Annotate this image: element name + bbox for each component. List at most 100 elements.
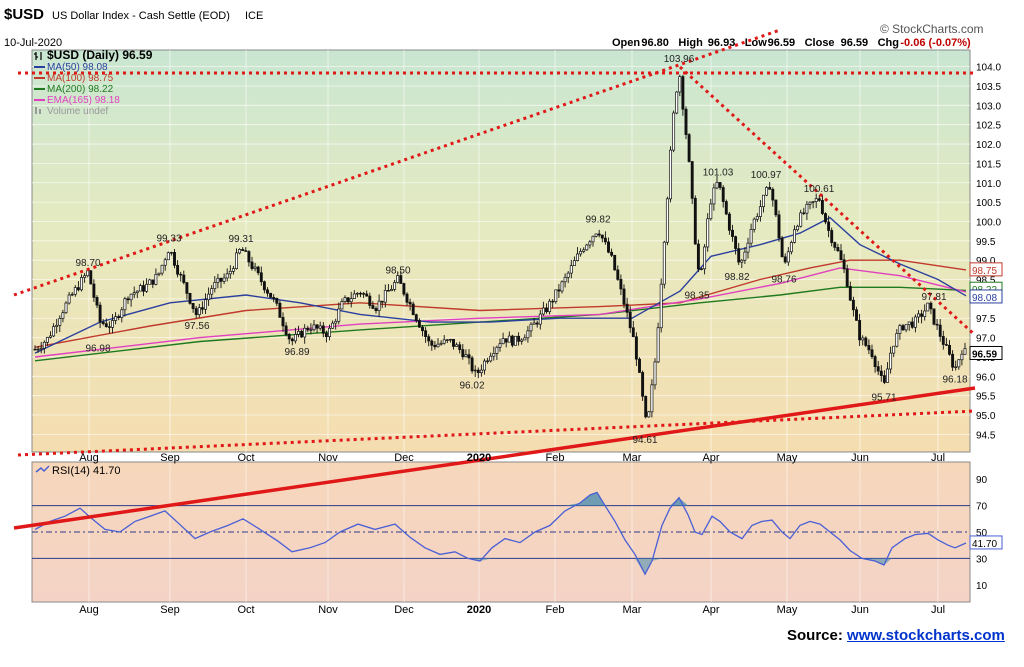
candle-body: [514, 335, 517, 346]
candle-body: [45, 337, 49, 343]
candle-body: [963, 348, 967, 355]
price-x-tick-label: May: [777, 452, 798, 464]
price-tick-label: 99.0: [976, 256, 996, 267]
candle-body: [374, 308, 378, 311]
candle-body: [132, 292, 136, 295]
candle-body: [241, 249, 245, 252]
price-x-tick-label: Oct: [237, 452, 254, 464]
candle-body: [334, 320, 338, 324]
candle-body: [833, 242, 837, 248]
price-point-label: 97.81: [921, 292, 946, 303]
candle-body: [207, 293, 211, 301]
candle-body: [882, 375, 886, 383]
candle-body: [173, 252, 176, 266]
rsi-badge-box: [969, 535, 1003, 550]
candle-body: [932, 308, 936, 325]
candle-body: [315, 324, 319, 329]
candle-body: [498, 343, 502, 348]
candle-body: [762, 194, 765, 208]
candle-body: [557, 289, 561, 292]
candle-body: [768, 187, 772, 190]
ma100-line: [34, 259, 967, 348]
chart-symbol: $USD: [4, 6, 44, 23]
candle-body: [563, 277, 567, 283]
candle-body: [318, 325, 322, 329]
candle-body: [365, 293, 369, 297]
price-x-axis: Aug Sep Oct Nov Dec 2020 Feb Mar Apr May Jun Jul: [79, 452, 945, 464]
candle-body: [275, 298, 279, 304]
legend-entry: Volume undef: [47, 106, 108, 117]
candle-body: [727, 213, 731, 231]
candle-body: [588, 241, 592, 246]
price-point-label: 98.76: [771, 274, 796, 285]
candle-body: [269, 292, 273, 298]
source-link[interactable]: www.stockcharts.com: [847, 627, 1005, 644]
candle-body: [929, 302, 933, 310]
price-panel: [31, 49, 971, 453]
rsi-tick-label: 10: [976, 581, 988, 592]
legend-entry: MA(100) 98.75: [47, 73, 114, 84]
rsi-oversold-fill: [480, 558, 492, 562]
candle-body: [647, 411, 651, 418]
price-tick-label: 99.5: [976, 237, 996, 248]
price-tick-label: 96.0: [976, 372, 996, 383]
candle-body: [492, 353, 496, 357]
candle-body: [895, 333, 899, 347]
candle-body: [427, 336, 431, 342]
candle-body: [789, 241, 793, 253]
legend-ohlc-icon: [34, 52, 42, 60]
candle-body: [222, 277, 226, 282]
candle-body: [662, 241, 666, 285]
candle-body: [247, 251, 251, 263]
candle-body: [845, 268, 849, 287]
candle-body: [631, 327, 635, 338]
candle-body: [820, 199, 824, 214]
candle-body: [855, 309, 858, 321]
candle-body: [858, 320, 862, 341]
price-point-label: 103.96: [664, 54, 695, 65]
candle-body: [470, 357, 474, 372]
candle-body: [244, 250, 248, 252]
candle-body: [641, 372, 645, 397]
candle-body: [572, 260, 576, 266]
price-x-tick-label: Jul: [931, 452, 945, 464]
price-tick-label: 97.5: [976, 314, 996, 325]
candle-body: [213, 282, 217, 290]
candle-body: [390, 289, 393, 292]
solid-support-trendline: [13, 386, 976, 530]
candle-body: [117, 316, 121, 318]
candle-body: [89, 270, 93, 285]
candle-body: [541, 307, 545, 315]
candle-body: [281, 317, 285, 327]
price-gridlines: [32, 50, 970, 602]
candle-body: [510, 335, 514, 346]
price-point-label: 99.33: [156, 233, 181, 244]
candle-body: [231, 268, 235, 272]
candle-body: [811, 201, 815, 203]
price-tick-label: 94.5: [976, 430, 996, 441]
candle-body: [712, 187, 716, 205]
candle-body: [926, 302, 930, 312]
candle-body: [901, 325, 905, 331]
candle-body: [250, 261, 254, 269]
candle-body: [473, 369, 477, 372]
candle-body: [703, 246, 707, 270]
price-tick-label: 98.5: [976, 276, 996, 287]
candle-body: [696, 243, 700, 270]
candle-body: [864, 337, 868, 346]
price-point-label: 96.98: [85, 343, 110, 354]
candle-body: [873, 356, 877, 368]
candle-body: [166, 252, 170, 261]
candle-body: [287, 334, 291, 340]
candle-body: [889, 352, 893, 370]
candle-body: [796, 225, 800, 231]
price-point-label: 95.71: [871, 393, 896, 404]
price-tick-label: 104.0: [976, 63, 1001, 74]
candle-body: [359, 292, 362, 295]
candle-body: [805, 203, 809, 214]
candle-body: [904, 324, 908, 331]
candle-body: [879, 370, 883, 376]
candle-body: [938, 324, 942, 337]
candle-body: [36, 348, 40, 351]
rsi-x-tick-label: Jul: [931, 604, 945, 616]
